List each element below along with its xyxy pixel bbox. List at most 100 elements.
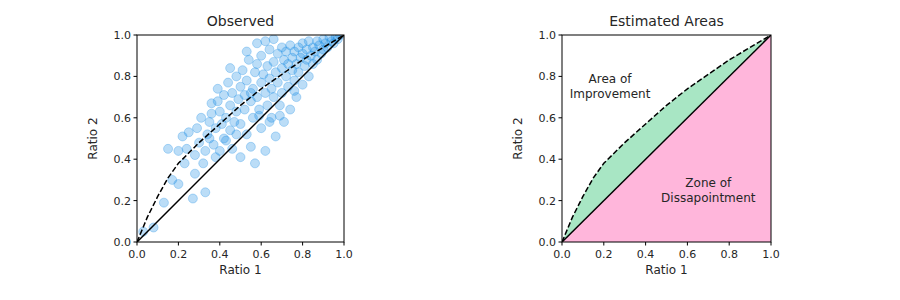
x-tick [302, 242, 303, 246]
point [174, 146, 183, 155]
point [188, 194, 197, 203]
point [199, 159, 208, 168]
y-tick [134, 35, 138, 36]
x-tick-label: 0.2 [595, 248, 613, 261]
chart: 0.00.20.40.60.81.00.00.20.40.60.81.0Esti… [511, 13, 780, 277]
point [286, 105, 295, 114]
point [149, 223, 158, 232]
point [174, 180, 183, 189]
chart: 0.00.20.40.60.81.00.00.20.40.60.81.0Obse… [86, 13, 353, 277]
point [197, 113, 206, 122]
title: Estimated Areas [609, 13, 724, 29]
annotation: Area ofImprovement [570, 72, 651, 101]
point [269, 57, 278, 66]
point [219, 134, 228, 143]
point [244, 55, 253, 64]
x-tick-label: 0.4 [637, 248, 655, 261]
y-label: Ratio 2 [86, 117, 100, 159]
point [207, 109, 216, 118]
plot-area [562, 35, 771, 242]
x-tick [219, 242, 220, 246]
x-tick [729, 242, 730, 246]
point [265, 45, 274, 54]
y-tick-label: 0.2 [539, 195, 557, 208]
y-tick [134, 242, 138, 243]
point [271, 132, 280, 141]
point [184, 128, 193, 137]
annotation-line: Zone of [685, 176, 732, 190]
point [190, 169, 199, 178]
x-tick [178, 242, 179, 246]
point [253, 59, 262, 68]
y-tick [559, 200, 563, 201]
y-tick [559, 242, 563, 243]
x-tick-label: 1.0 [335, 248, 353, 261]
point [224, 78, 233, 87]
axes-frame [137, 35, 344, 242]
point [261, 37, 270, 46]
x-tick-label: 0.8 [294, 248, 312, 261]
x-tick [771, 242, 772, 246]
point [228, 144, 237, 153]
line [562, 35, 771, 242]
y-tick [134, 117, 138, 118]
area [562, 35, 771, 242]
line [137, 35, 344, 242]
x-label: Ratio 1 [645, 263, 687, 277]
y-tick-label: 1.0 [539, 29, 557, 42]
x-tick-label: 1.0 [762, 248, 780, 261]
point [257, 124, 266, 133]
point [180, 159, 189, 168]
point [201, 146, 210, 155]
y-label: Ratio 2 [511, 117, 525, 159]
point [164, 144, 173, 153]
x-tick [261, 242, 262, 246]
point [213, 84, 222, 93]
y-tick [134, 200, 138, 201]
point [242, 47, 251, 56]
point [236, 153, 245, 162]
y-tick-label: 0.6 [114, 112, 132, 125]
y-tick-label: 1.0 [114, 29, 132, 42]
point [261, 146, 270, 155]
x-tick [562, 242, 563, 246]
y-tick-label: 0.2 [114, 195, 132, 208]
axes-frame [562, 35, 771, 242]
point [242, 76, 251, 85]
x-tick-label: 0.4 [211, 248, 229, 261]
line [137, 35, 344, 242]
point [242, 130, 251, 139]
figure: 0.0 0.2 0.4 0.6 0.8 1.0 0.0 0.2 0.4 0.6 0.8 1.0 Obse… [0, 0, 900, 300]
point [275, 111, 284, 120]
y-tick-label: 0.6 [539, 112, 557, 125]
x-tick [603, 242, 604, 246]
y-tick-label: 0.0 [539, 236, 557, 249]
point [246, 88, 255, 97]
point [190, 151, 199, 160]
point [193, 124, 202, 133]
title: Observed [207, 13, 274, 29]
point [226, 64, 235, 73]
point [269, 93, 278, 102]
y-tick-label: 0.8 [539, 70, 557, 83]
point [269, 35, 278, 44]
x-tick [137, 242, 138, 246]
y-tick-label: 0.0 [114, 236, 132, 249]
point [246, 142, 255, 151]
x-tick-label: 0.2 [170, 248, 188, 261]
y-tick [559, 159, 563, 160]
point [265, 117, 274, 126]
x-tick [687, 242, 688, 246]
x-tick [344, 242, 345, 246]
x-tick-label: 0.0 [128, 248, 146, 261]
point [253, 39, 262, 48]
x-tick-label: 0.6 [679, 248, 697, 261]
annotation-line: Area of [589, 72, 633, 86]
annotation: Zone ofDissapointment [661, 176, 756, 205]
x-tick-label: 0.8 [720, 248, 738, 261]
point [207, 99, 216, 108]
y-tick [559, 117, 563, 118]
y-tick-label: 0.4 [539, 153, 557, 166]
point [240, 105, 249, 114]
annotation-line: Dissapointment [661, 191, 756, 205]
